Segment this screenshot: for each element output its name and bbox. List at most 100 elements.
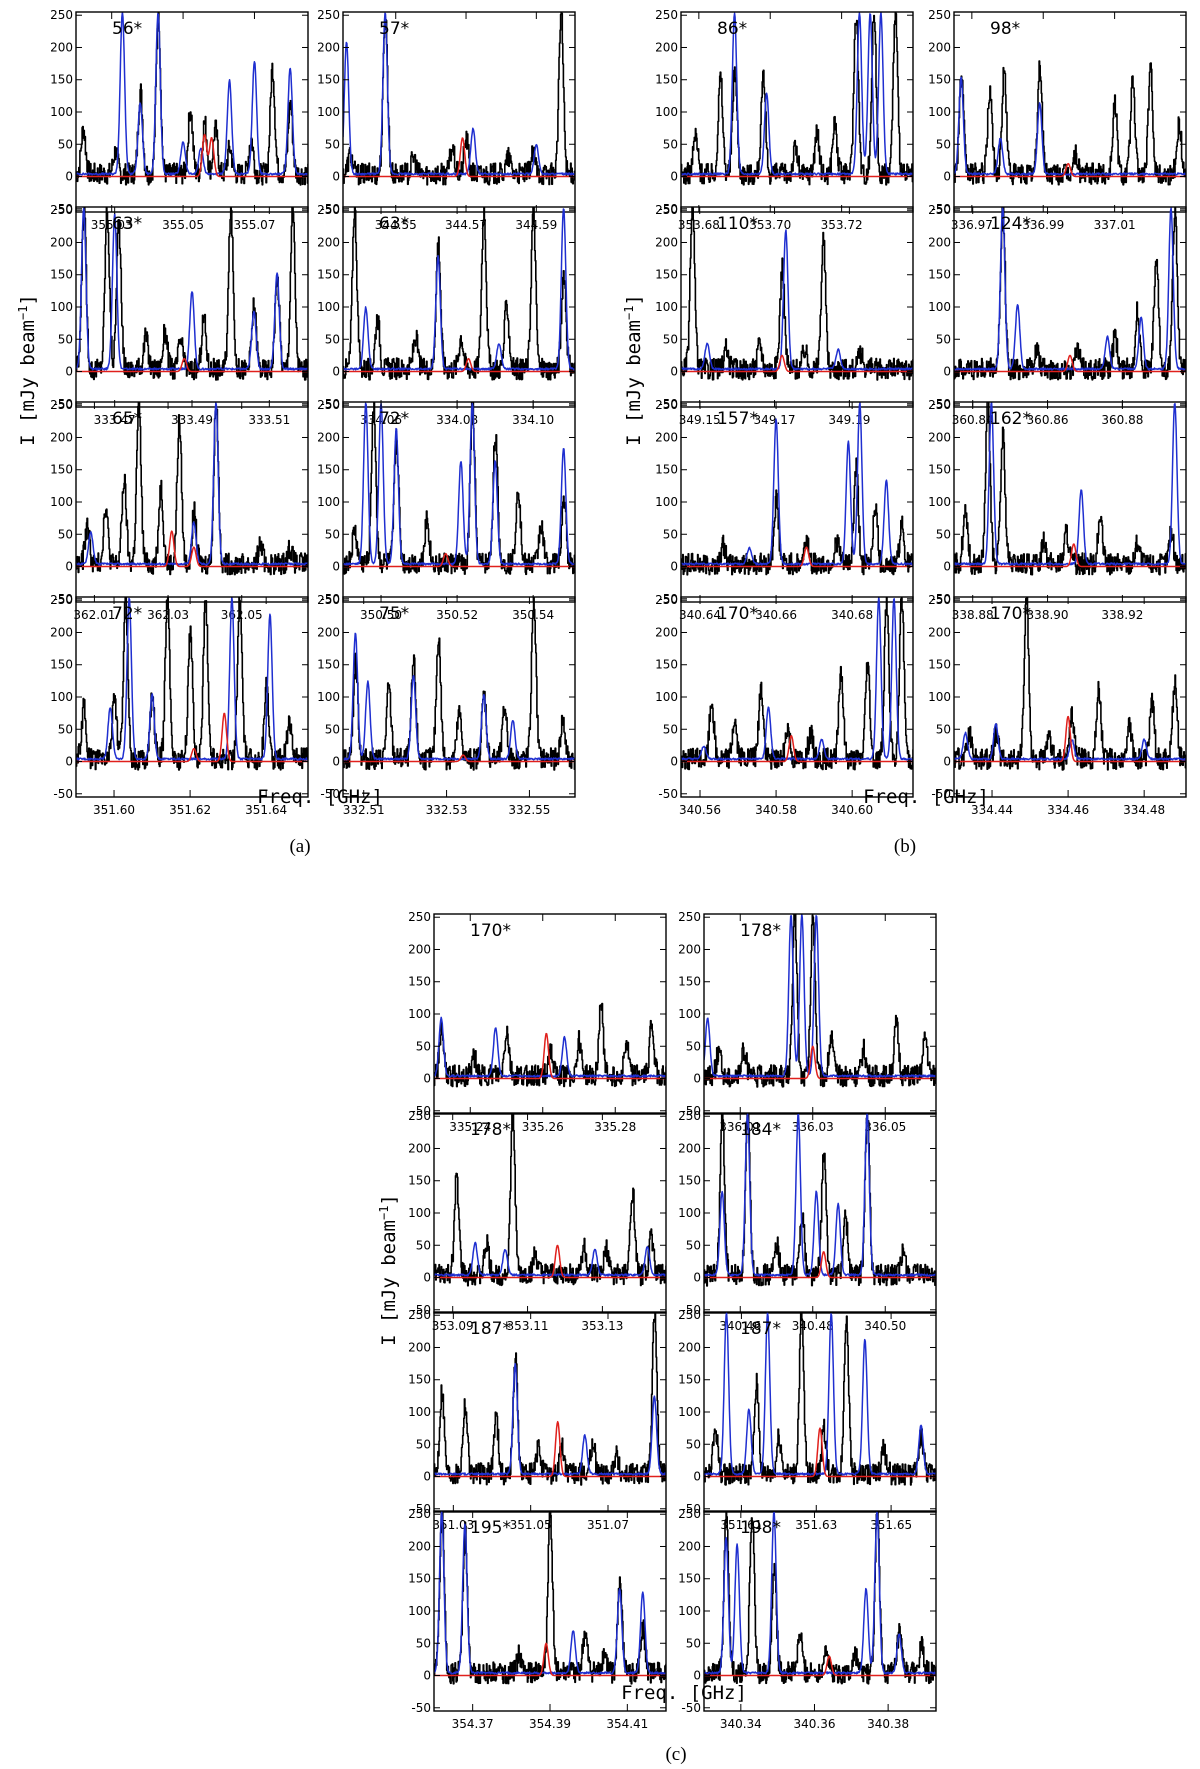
total-model-spectrum (704, 1113, 936, 1277)
spectrum-panel: -50 0 50 100 150 200 250 334.44 334.46 334.48 170* (928, 593, 1187, 817)
panel-label: 75* (379, 604, 409, 624)
y-tick-label: 0 (332, 170, 340, 184)
y-tick-label: 100 (317, 300, 340, 314)
caption-b: (b) (894, 836, 916, 857)
ylabel-a-close: ] (17, 294, 39, 305)
y-tick-label: 250 (317, 593, 340, 607)
y-tick-label: 250 (317, 203, 340, 217)
y-tick-label: -50 (53, 787, 73, 801)
total-model-spectrum (76, 402, 308, 566)
x-tick-label: 360.88 (1101, 413, 1143, 427)
x-tick-label: 337.01 (1094, 218, 1136, 232)
y-tick-label: 0 (693, 1072, 701, 1086)
y-tick-label: -50 (320, 592, 340, 606)
y-tick-label: -50 (411, 1502, 431, 1516)
plot-area (704, 1113, 936, 1287)
y-tick-label: 0 (65, 170, 73, 184)
y-tick-label: 100 (678, 1206, 701, 1220)
species-model-spectrum (343, 552, 575, 568)
y-tick-label: 250 (408, 1507, 431, 1521)
panel-label: 195* (470, 1518, 511, 1538)
y-tick-label: 50 (936, 137, 951, 151)
x-tick-label: 349.19 (828, 413, 870, 427)
x-tick-label: 332.55 (508, 803, 550, 817)
y-tick-label: 150 (408, 1572, 431, 1586)
panel-frame (433, 1311, 667, 1513)
y-tick-label: 0 (423, 1470, 431, 1484)
total-model-spectrum (681, 12, 913, 176)
observed-spectrum (954, 402, 1186, 576)
y-tick-label: 250 (928, 8, 951, 22)
x-tick-label: 336.01 (719, 1120, 761, 1134)
y-tick-label: 200 (50, 40, 73, 54)
species-model-spectrum (76, 712, 308, 763)
y-tick-label: 150 (317, 268, 340, 282)
ylabel-b-close: ] (623, 294, 645, 305)
panel-label: 187* (470, 1319, 511, 1339)
total-model-spectrum (434, 1016, 666, 1078)
y-tick-label: 100 (928, 105, 951, 119)
y-tick-label: 200 (408, 942, 431, 956)
y-tick-label: 200 (655, 625, 678, 639)
y-tick-label: 200 (678, 1539, 701, 1553)
plot-area (704, 1511, 936, 1685)
observed-spectrum (681, 12, 913, 186)
x-tick-label: 338.92 (1101, 608, 1143, 622)
y-tick-label: 50 (416, 1437, 431, 1451)
panel-label: 72* (112, 604, 142, 624)
panel-frame (433, 913, 667, 1115)
x-tick-label: 334.10 (512, 413, 554, 427)
total-model-spectrum (343, 208, 575, 371)
y-tick-label: 200 (655, 235, 678, 249)
y-tick-label: -50 (681, 1701, 701, 1715)
y-tick-label: 100 (408, 1007, 431, 1021)
ylabel-c-close: ] (378, 1194, 400, 1205)
y-tick-label: 0 (693, 1271, 701, 1285)
y-tick-label: 150 (317, 463, 340, 477)
plot-area (343, 207, 575, 381)
panel-label: 162* (990, 409, 1031, 429)
spectrum-panel: -50 0 50 100 150 200 250 335.24 335.26 335.28 170* (408, 910, 667, 1134)
y-tick-label: 100 (655, 690, 678, 704)
x-tick-label: 351.60 (93, 803, 135, 817)
y-tick-label: 100 (50, 690, 73, 704)
y-tick-label: 250 (408, 910, 431, 924)
x-tick-label: 353.68 (678, 218, 720, 232)
observed-spectrum (681, 207, 913, 381)
x-tick-label: 340.46 (719, 1319, 761, 1333)
y-tick-label: 100 (317, 105, 340, 119)
y-tick-label: 0 (423, 1072, 431, 1086)
y-tick-label: 250 (678, 910, 701, 924)
species-model-spectrum (76, 530, 308, 568)
y-tick-label: 0 (65, 365, 73, 379)
y-tick-label: 150 (655, 463, 678, 477)
x-tick-label: 362.01 (73, 608, 115, 622)
y-tick-label: 250 (655, 8, 678, 22)
y-tick-label: 100 (408, 1405, 431, 1419)
spectrum-panel: -50 0 50 100 150 200 250 340.46 340.48 340.50 184* (678, 1109, 937, 1333)
y-tick-label: 0 (693, 1669, 701, 1683)
y-tick-label: 0 (332, 365, 340, 379)
species-model-spectrum (343, 754, 575, 763)
total-model-spectrum (704, 914, 936, 1078)
y-tick-label: 200 (678, 1340, 701, 1354)
y-tick-label: -50 (658, 592, 678, 606)
y-tick-label: 150 (928, 658, 951, 672)
total-model-spectrum (681, 402, 913, 566)
panel-frame (953, 11, 1187, 213)
x-tick-label: 335.24 (449, 1120, 491, 1134)
xlabel-a: Freq. [GHz] (257, 786, 383, 808)
panel-frame (342, 206, 576, 408)
y-tick-label: -50 (320, 787, 340, 801)
plot-area (681, 207, 913, 381)
species-model-spectrum (954, 162, 1186, 178)
y-tick-label: 150 (678, 1373, 701, 1387)
plot-area (434, 1312, 666, 1486)
panel-frame (75, 11, 309, 213)
y-tick-label: -50 (320, 397, 340, 411)
panel-label: 63* (379, 214, 409, 234)
x-tick-label: 340.64 (679, 608, 721, 622)
plot-area (954, 207, 1186, 381)
y-tick-label: -50 (658, 397, 678, 411)
x-tick-label: 360.86 (1027, 413, 1069, 427)
